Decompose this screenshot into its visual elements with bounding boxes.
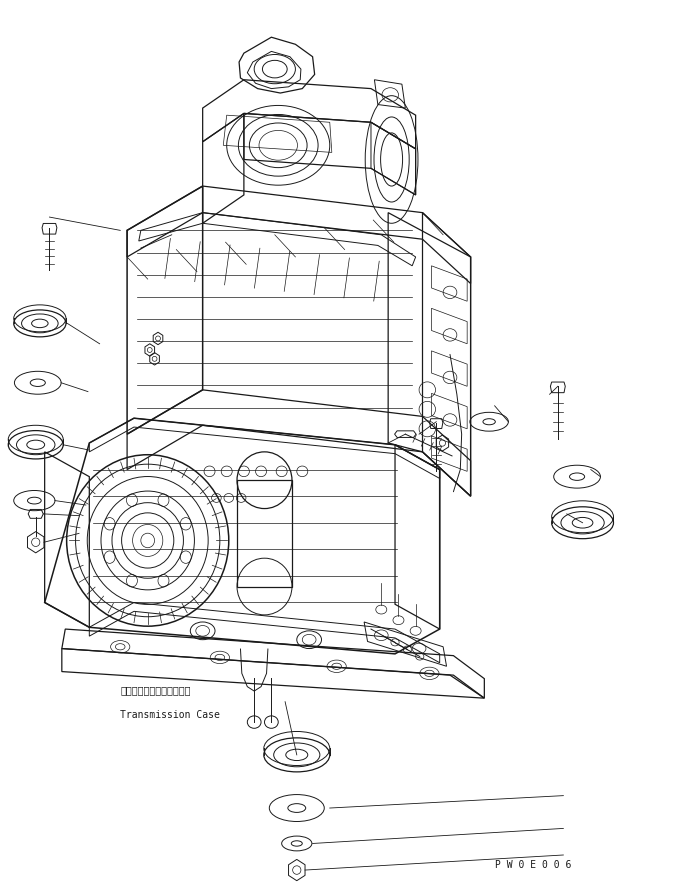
Text: トランスミッションケース: トランスミッションケース [120,686,191,696]
Text: Transmission Case: Transmission Case [120,711,220,720]
Text: P W 0 E 0 0 6: P W 0 E 0 0 6 [495,860,571,870]
